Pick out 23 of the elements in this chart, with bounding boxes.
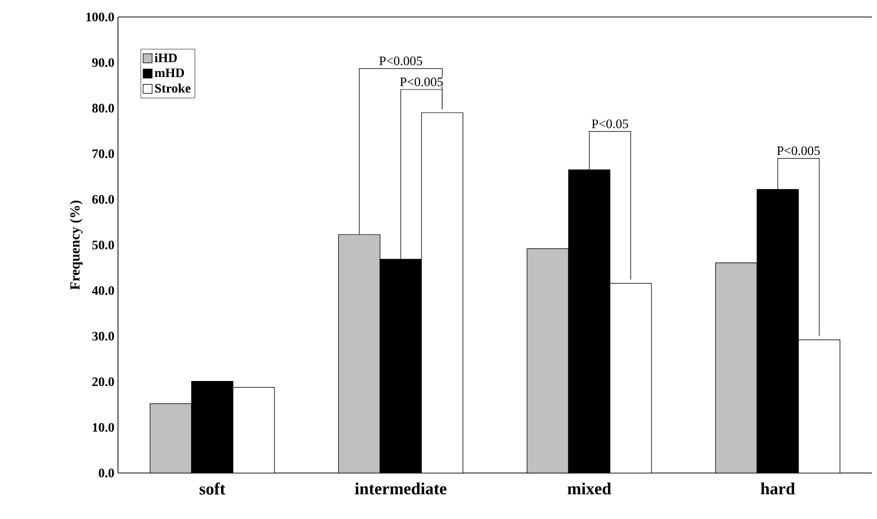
y-axis-title: Frequency (%) [70,200,83,290]
y-tick-label: 30.0 [92,332,114,341]
y-tick-label: 40.0 [92,286,114,295]
y-tick-label: 0.0 [98,468,114,478]
y-tick-label: 60.0 [92,195,114,204]
y-tick-label: 10.0 [92,423,114,432]
annotation: P<0.005 [777,146,820,156]
y-tick-label: 80.0 [92,104,114,113]
x-tick-label: mixed [568,482,612,494]
y-tick-label: 100.0 [86,12,114,22]
y-tick-label: 20.0 [92,377,114,386]
annotation: P<0.005 [400,78,443,86]
legend-label: iHD [154,53,177,62]
legend-label: mHD [154,68,184,78]
x-tick-label: hard [760,482,795,494]
y-tick-label: 50.0 [92,240,114,250]
y-tick-label: 70.0 [92,149,114,158]
legend-label: Stroke [155,84,191,93]
x-tick-label: intermediate [355,482,446,494]
annotation: P<0.005 [379,56,422,66]
annotation: P<0.05 [592,119,628,128]
x-tick-label: soft [200,482,226,495]
y-tick-label: 90.0 [92,58,114,67]
